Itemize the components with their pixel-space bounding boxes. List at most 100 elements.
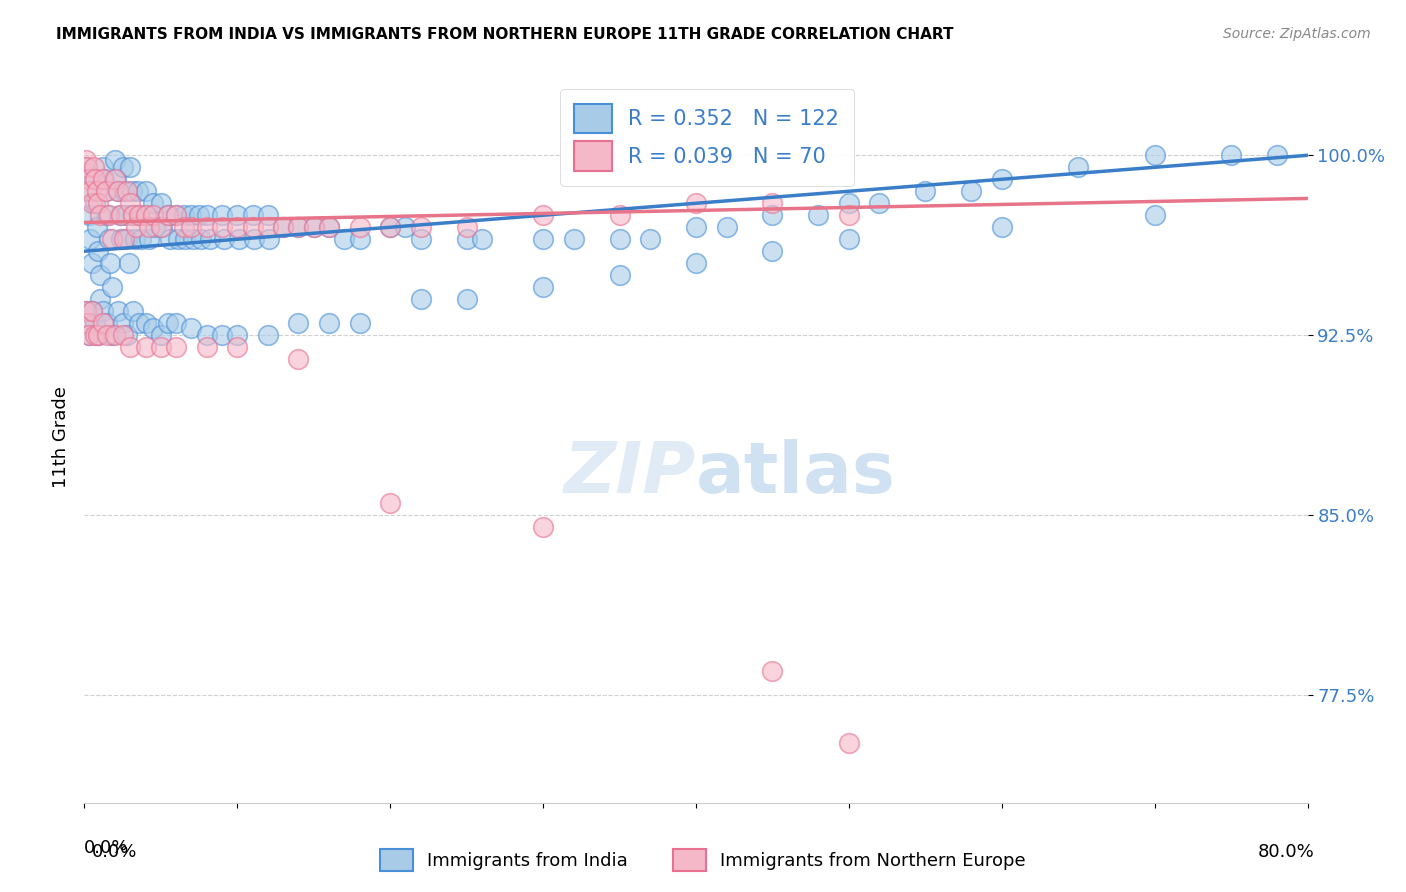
Text: 0.0%: 0.0%: [84, 838, 129, 857]
Point: [122, 208, 145, 222]
Point: [190, 232, 212, 246]
Point: [287, 220, 309, 235]
Point: [75, 153, 97, 167]
Point: [101, 280, 124, 294]
Point: [181, 232, 204, 246]
Point: [150, 220, 173, 235]
Point: [128, 208, 150, 222]
Point: [149, 220, 172, 235]
Point: [349, 232, 371, 246]
Point: [135, 208, 157, 222]
Point: [86, 220, 108, 235]
Point: [143, 220, 166, 235]
Point: [135, 184, 157, 198]
Point: [257, 328, 280, 343]
Point: [531, 232, 554, 246]
Point: [80, 256, 103, 270]
Point: [87, 196, 110, 211]
Point: [83, 172, 105, 186]
Point: [302, 220, 325, 235]
Point: [318, 316, 340, 330]
Point: [89, 208, 111, 222]
Point: [142, 321, 165, 335]
Point: [115, 232, 138, 246]
Point: [259, 232, 281, 246]
Text: IMMIGRANTS FROM INDIA VS IMMIGRANTS FROM NORTHERN EUROPE 11TH GRADE CORRELATION : IMMIGRANTS FROM INDIA VS IMMIGRANTS FROM…: [56, 27, 953, 42]
Point: [107, 184, 129, 198]
Point: [118, 256, 141, 270]
Point: [226, 328, 249, 343]
Text: Source: ZipAtlas.com: Source: ZipAtlas.com: [1223, 27, 1371, 41]
Point: [114, 208, 136, 222]
Point: [97, 208, 120, 222]
Text: 80.0%: 80.0%: [1258, 843, 1315, 861]
Point: [104, 328, 127, 343]
Point: [91, 161, 114, 175]
Point: [609, 232, 631, 246]
Point: [157, 208, 180, 222]
Point: [1067, 161, 1090, 175]
Point: [110, 208, 132, 222]
Point: [318, 220, 340, 235]
Point: [685, 196, 707, 211]
Point: [128, 316, 150, 330]
Point: [180, 220, 202, 235]
Point: [165, 316, 187, 330]
Point: [195, 328, 218, 343]
Point: [112, 232, 135, 246]
Point: [83, 161, 105, 175]
Point: [84, 196, 107, 211]
Point: [409, 220, 432, 235]
Point: [87, 328, 110, 343]
Point: [121, 184, 143, 198]
Point: [107, 184, 129, 198]
Point: [174, 232, 197, 246]
Point: [226, 220, 249, 235]
Point: [91, 172, 114, 186]
Point: [1143, 148, 1166, 162]
Point: [271, 220, 294, 235]
Point: [75, 304, 97, 318]
Point: [79, 232, 101, 246]
Point: [287, 220, 309, 235]
Point: [138, 232, 160, 246]
Point: [84, 316, 107, 330]
Point: [142, 196, 165, 211]
Point: [77, 172, 100, 186]
Point: [838, 208, 860, 222]
Point: [180, 208, 202, 222]
Point: [101, 328, 124, 343]
Point: [243, 232, 266, 246]
Point: [80, 304, 103, 318]
Point: [76, 316, 98, 330]
Point: [211, 328, 233, 343]
Point: [242, 208, 264, 222]
Point: [149, 328, 172, 343]
Point: [211, 220, 233, 235]
Point: [110, 232, 132, 246]
Point: [76, 161, 98, 175]
Text: atlas: atlas: [696, 439, 896, 508]
Point: [157, 208, 180, 222]
Point: [104, 172, 127, 186]
Point: [125, 220, 148, 235]
Point: [89, 292, 111, 306]
Point: [112, 184, 135, 198]
Point: [77, 328, 100, 343]
Point: [91, 304, 114, 318]
Point: [242, 220, 264, 235]
Point: [128, 208, 150, 222]
Point: [195, 340, 218, 354]
Y-axis label: 11th Grade: 11th Grade: [52, 386, 70, 488]
Point: [80, 196, 103, 211]
Point: [96, 328, 118, 343]
Point: [76, 316, 98, 330]
Point: [869, 196, 891, 211]
Point: [333, 232, 356, 246]
Point: [271, 220, 294, 235]
Point: [195, 220, 218, 235]
Point: [120, 340, 142, 354]
Point: [531, 208, 554, 222]
Point: [80, 304, 103, 318]
Point: [111, 328, 134, 343]
